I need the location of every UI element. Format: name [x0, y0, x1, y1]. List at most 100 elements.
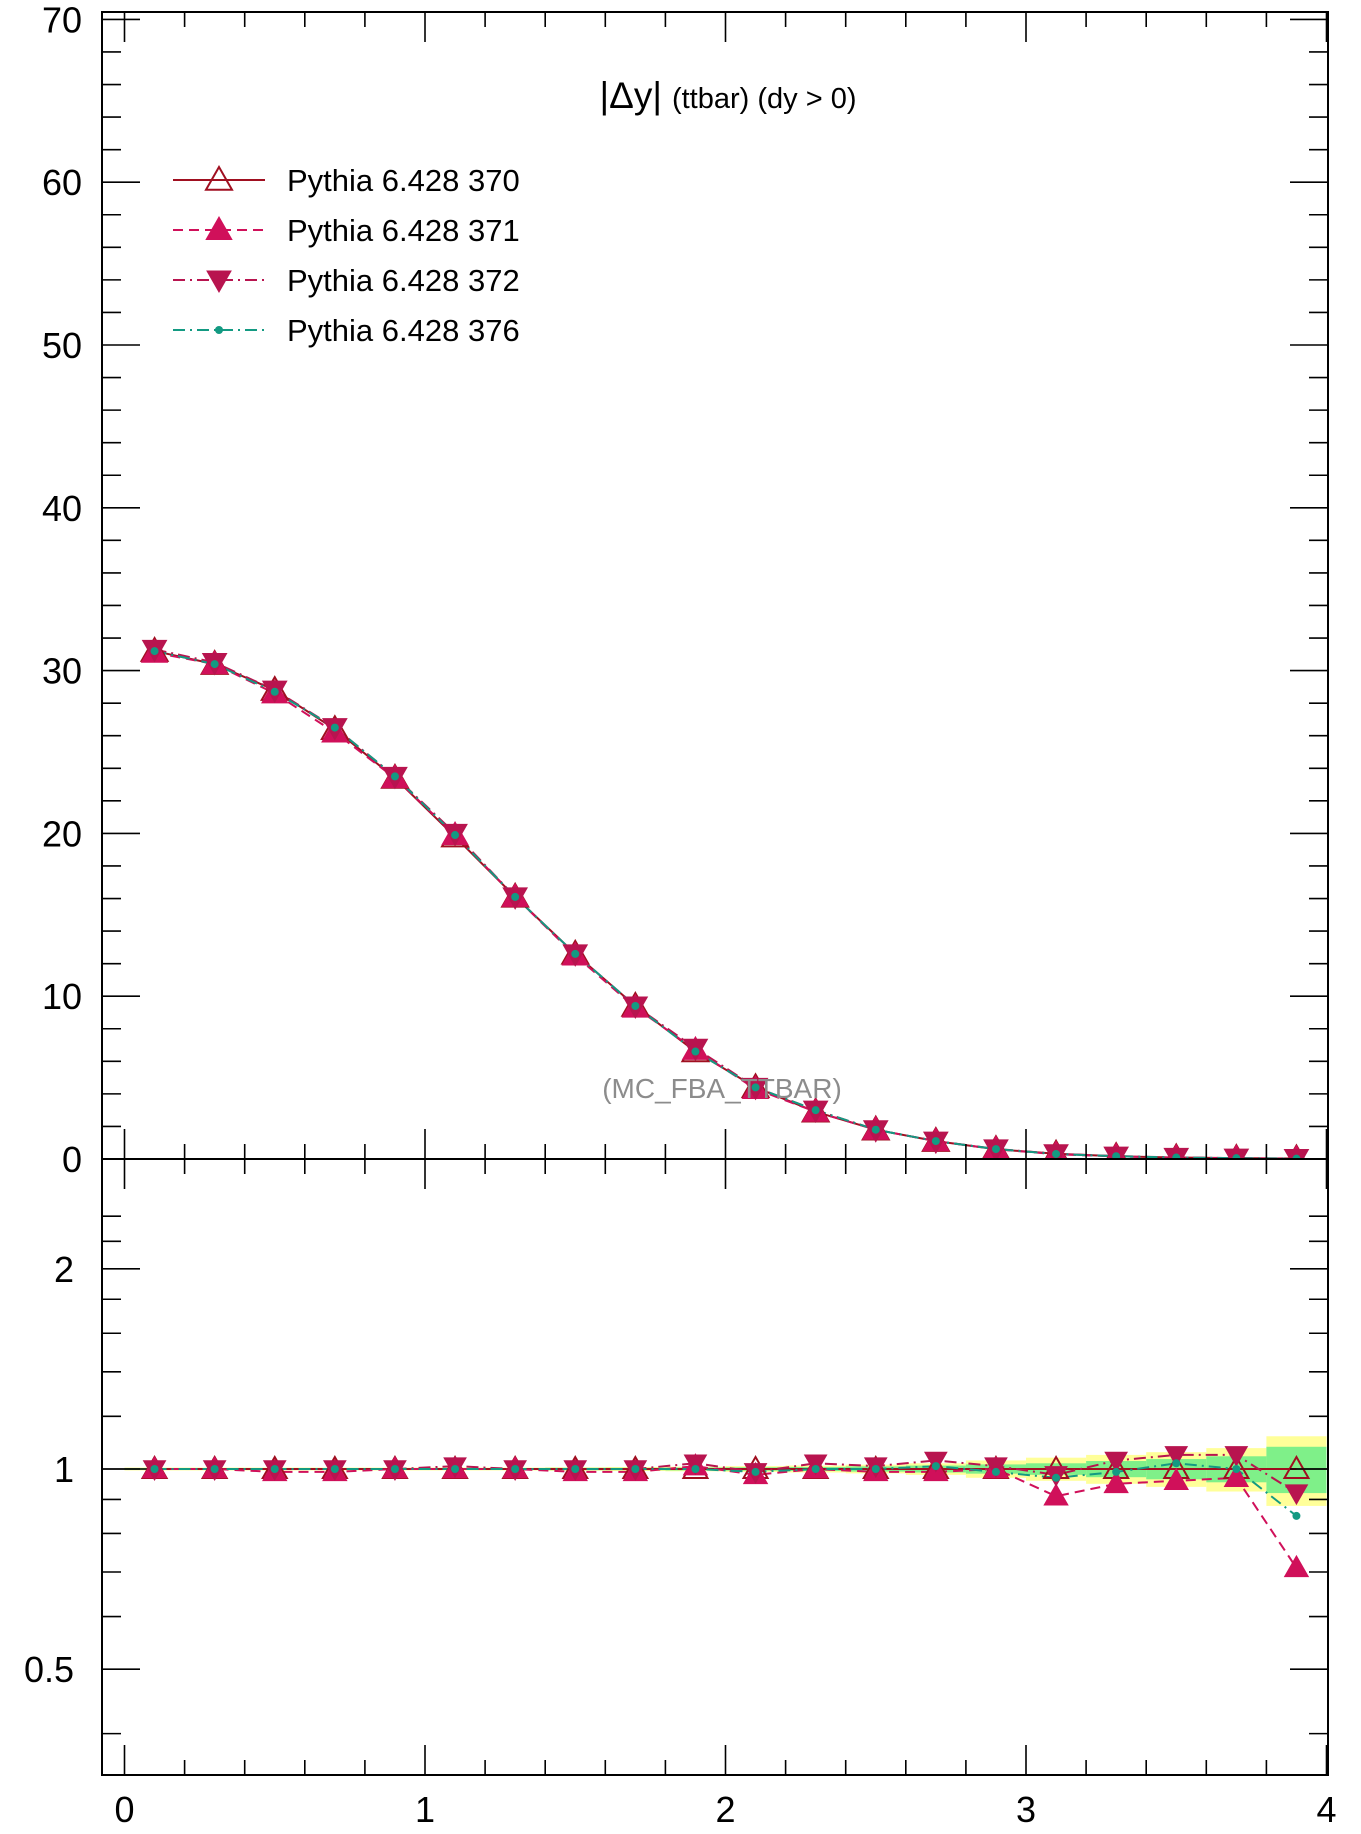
legend-entry: Pythia 6.428 370 [173, 163, 520, 198]
data-point [1292, 1511, 1301, 1520]
ratio-y-tick-label: 0.5 [24, 1649, 74, 1690]
data-point [270, 687, 279, 696]
main-plot-border [101, 11, 1329, 1160]
legend-entry: Pythia 6.428 372 [173, 263, 520, 298]
data-point [571, 949, 580, 958]
data-point [931, 1137, 940, 1146]
data-point [1052, 1473, 1061, 1482]
data-point [931, 1462, 940, 1471]
data-point [751, 1467, 760, 1476]
data-point [210, 660, 219, 669]
chart-title: |Δy| (ttbar) (dy > 0) [600, 75, 857, 116]
data-point [451, 1465, 460, 1473]
data-point [631, 1001, 640, 1010]
chart-title-main: |Δy| [600, 75, 662, 116]
y-tick-label: 50 [42, 325, 82, 366]
data-point [206, 270, 232, 294]
data-point [1282, 1454, 1311, 1479]
data-point [923, 1451, 948, 1473]
x-tick-labels: 0 1 2 3 4 [114, 1789, 1336, 1830]
data-point [1283, 1149, 1310, 1159]
data-point [210, 1465, 219, 1473]
ratio-y-tick-labels: 0.5 1 2 [24, 1249, 74, 1690]
data-point [390, 1465, 399, 1473]
ratio-y-tick-label: 2 [54, 1249, 74, 1290]
x-tick-label: 4 [1316, 1789, 1336, 1829]
data-point [811, 1106, 820, 1115]
main-plot-series [139, 636, 1310, 1159]
ratio-y-tick-label: 1 [54, 1449, 74, 1490]
x-tick-label: 1 [415, 1789, 435, 1829]
legend-label: Pythia 6.428 370 [287, 163, 520, 198]
y-tick-label: 40 [42, 488, 82, 529]
data-point [991, 1145, 1000, 1154]
data-point [571, 1465, 580, 1473]
x-tick-label: 3 [1016, 1789, 1036, 1829]
data-point [150, 647, 159, 656]
data-point [803, 1454, 828, 1476]
y-tick-label: 0 [62, 1139, 82, 1180]
data-point [811, 1465, 820, 1473]
y-tick-label: 10 [42, 976, 82, 1017]
data-point [1103, 1470, 1129, 1494]
data-point [991, 1467, 1000, 1476]
data-point [330, 1465, 339, 1473]
data-point [984, 1457, 1008, 1479]
data-point [1283, 1554, 1310, 1578]
data-point [1164, 1446, 1189, 1467]
data-point [204, 164, 234, 191]
data-point [1104, 1451, 1129, 1473]
data-point [1292, 1154, 1301, 1159]
data-point [691, 1047, 700, 1056]
legend-label: Pythia 6.428 376 [287, 313, 520, 348]
legend-entry: Pythia 6.428 376 [173, 313, 520, 348]
data-point [1224, 1446, 1249, 1467]
ratio-series-line [154, 1465, 1298, 1569]
data-point [215, 326, 223, 334]
data-point [1232, 1465, 1241, 1473]
legend: Pythia 6.428 370 Pythia 6.428 371 Pythia 6… [173, 163, 520, 348]
data-point [1112, 1152, 1121, 1159]
ratio-plot-border [101, 1158, 1329, 1776]
analysis-watermark: (MC_FBA_TTBAR) [602, 1073, 842, 1104]
y-tick-label: 20 [42, 813, 82, 854]
y-tick-label: 70 [42, 0, 82, 40]
data-point [871, 1125, 880, 1134]
data-point [1223, 1464, 1250, 1488]
data-point [511, 892, 520, 901]
data-point [1172, 1459, 1181, 1468]
legend-label: Pythia 6.428 372 [287, 263, 520, 298]
data-point [390, 772, 399, 781]
data-point [1112, 1467, 1121, 1476]
chart-title-sub: (ttbar) (dy > 0) [672, 83, 857, 115]
data-point [205, 215, 233, 240]
main-y-tick-labels: 0 10 20 30 40 50 60 70 [42, 0, 82, 1180]
data-point [691, 1465, 700, 1473]
ratio-series-pythia-6-428-371 [154, 1465, 1298, 1569]
ratio-series-line [154, 1462, 1298, 1517]
data-point [1163, 1467, 1189, 1491]
x-tick-label: 2 [715, 1789, 735, 1829]
data-point [871, 1465, 880, 1473]
data-point [683, 1454, 708, 1476]
data-point [1223, 1148, 1250, 1159]
data-point [150, 1465, 159, 1473]
legend-label: Pythia 6.428 371 [287, 213, 520, 248]
ratio-series-pythia-6-428-376 [154, 1462, 1298, 1517]
data-point [1232, 1154, 1241, 1159]
data-point [631, 1465, 640, 1473]
data-point [270, 1465, 279, 1473]
data-point [751, 1083, 760, 1092]
data-point [451, 831, 460, 840]
ratio-series-markers [150, 1459, 1301, 1520]
legend-entry: Pythia 6.428 371 [173, 213, 520, 248]
data-point [1172, 1153, 1181, 1159]
data-point [1043, 1483, 1069, 1506]
data-point [511, 1465, 520, 1473]
main-plot-frame [101, 11, 1329, 1160]
main-plot-axis-ticks [102, 12, 1328, 1160]
series-markers [150, 647, 1301, 1159]
data-point [330, 723, 339, 732]
